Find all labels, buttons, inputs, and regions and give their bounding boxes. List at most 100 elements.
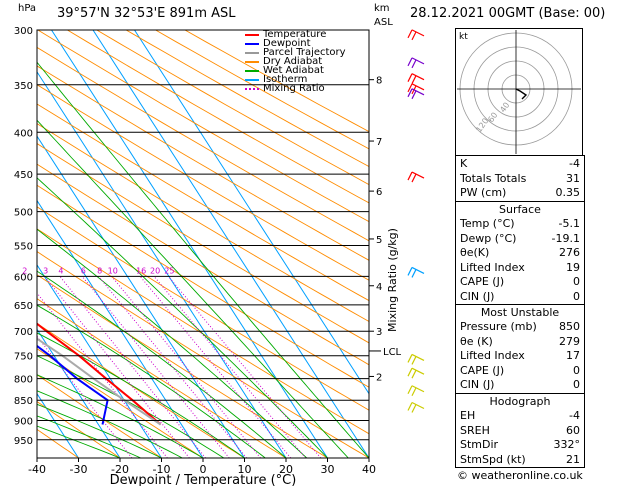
km-tick-label: 2 xyxy=(376,372,382,383)
hodograph-unit-label: kt xyxy=(459,32,468,42)
pressure-tick-label: 650 xyxy=(14,301,33,312)
isotherm-line xyxy=(37,70,287,458)
row-value: 276 xyxy=(559,246,580,260)
legend-label: Parcel Trajectory xyxy=(263,47,346,58)
x-tick-label: 40 xyxy=(362,463,376,476)
table-row: StmSpd (kt) 21 xyxy=(458,453,582,468)
pressure-tick-label: 500 xyxy=(14,208,33,219)
table-row: θe(K) 276 xyxy=(458,246,582,261)
legend-swatch xyxy=(245,52,259,54)
table-row: θe (K) 279 xyxy=(458,335,582,350)
dry-adiabat-line xyxy=(37,206,369,411)
dry-adiabat-line xyxy=(37,46,369,242)
isotherm-line xyxy=(37,199,204,458)
dry-adiabat-line xyxy=(37,348,204,458)
hpa-axis-label: hPa xyxy=(18,3,37,14)
legend-swatch xyxy=(245,43,259,45)
x-tick-label: -40 xyxy=(28,463,46,476)
x-tick-label: 30 xyxy=(321,463,335,476)
pressure-tick-label: 900 xyxy=(14,417,33,428)
wind-barb-flag xyxy=(407,367,413,377)
pressure-tick-label: 300 xyxy=(14,26,33,37)
row-label: EH xyxy=(460,409,476,423)
pressure-tick-label: 750 xyxy=(14,352,33,363)
legend-label: Temperature xyxy=(263,29,327,40)
pressure-tick-label: 350 xyxy=(14,81,33,92)
wind-barb-flag xyxy=(407,267,413,276)
row-value: 0 xyxy=(573,275,580,289)
row-value: 332° xyxy=(553,438,581,452)
wet-adiabat-line xyxy=(37,374,204,458)
wet-adiabat-line xyxy=(37,403,162,458)
x-tick-label: -10 xyxy=(153,463,171,476)
row-value: 0.35 xyxy=(555,186,581,200)
mixing-ratio-line xyxy=(111,276,261,458)
legend-label: Isotherm xyxy=(263,74,308,85)
row-label: Pressure (mb) xyxy=(460,320,537,334)
row-value: 279 xyxy=(559,334,580,348)
wet-adiabat-line xyxy=(37,355,225,458)
legend-swatch xyxy=(245,79,259,81)
table-row: K -4 xyxy=(458,157,582,172)
row-value: 0 xyxy=(573,363,580,377)
table-row: Totals Totals 31 xyxy=(458,172,582,187)
hodograph-table-title: Hodograph xyxy=(489,395,551,408)
lcl-label: LCL xyxy=(383,347,402,358)
table-row: SREH 60 xyxy=(458,424,582,439)
table-row: Pressure (mb) 850 xyxy=(458,320,582,335)
wind-barb-icon xyxy=(411,29,425,37)
pressure-tick-label: 800 xyxy=(14,375,33,386)
table-row: Dewp (°C) -19.1 xyxy=(458,232,582,247)
dry-adiabat-line xyxy=(37,228,369,435)
dry-adiabat-line xyxy=(125,30,369,168)
mixing-ratio-line xyxy=(139,276,292,458)
mixing-ratio-label: 6 xyxy=(81,266,86,275)
wind-barb-icon xyxy=(411,73,425,81)
dry-adiabat-line xyxy=(37,84,369,281)
wet-adiabat-line xyxy=(37,390,183,458)
row-label: Lifted Index xyxy=(460,260,525,274)
row-value: 850 xyxy=(559,320,580,334)
row-value: 31 xyxy=(566,171,580,185)
x-tick-label: 0 xyxy=(200,463,207,476)
row-label: Totals Totals xyxy=(460,171,527,185)
datetime-title: 28.12.2021 00GMT (Base: 00) xyxy=(410,6,606,21)
wind-barb-flag xyxy=(407,83,413,93)
dry-adiabat-line xyxy=(37,103,369,302)
dry-adiabat-line xyxy=(37,30,369,223)
legend-label: Dry Adiabat xyxy=(263,56,323,67)
dry-adiabat-line xyxy=(67,30,369,204)
legend-swatch xyxy=(245,61,259,63)
row-label: CIN (J) xyxy=(460,378,495,392)
dry-adiabat-line xyxy=(37,184,369,388)
wind-barb-flag xyxy=(411,75,417,84)
isotherm-line xyxy=(37,392,79,458)
dry-adiabat-line xyxy=(37,374,162,458)
pressure-tick-label: 700 xyxy=(14,327,33,338)
unstable-title: Most Unstable xyxy=(480,306,560,319)
mixing-ratio-label: 8 xyxy=(97,266,102,275)
legend-label: Dewpoint xyxy=(263,38,311,49)
table-row: CAPE (J) 0 xyxy=(458,275,582,290)
pressure-tick-label: 450 xyxy=(14,170,33,181)
row-value: -4 xyxy=(569,157,580,171)
wind-barb-flag xyxy=(407,73,413,82)
wind-barb-flag xyxy=(411,356,417,365)
row-label: Lifted Index xyxy=(460,349,525,363)
wind-barb-flag xyxy=(407,402,413,411)
km-axis-label: km xyxy=(374,3,390,14)
table-row: Lifted Index 19 xyxy=(458,261,582,276)
row-value: -5.1 xyxy=(558,217,580,231)
row-label: StmDir xyxy=(460,438,499,452)
wind-barb-flag xyxy=(411,173,417,183)
dry-adiabat-line xyxy=(37,65,369,261)
pressure-tick-label: 600 xyxy=(14,272,33,283)
right-axis-title: Mixing Ratio (g/kg) xyxy=(386,228,399,332)
dry-adiabat-line xyxy=(37,401,121,458)
hodograph-frame xyxy=(455,28,583,156)
table-row: CAPE (J) 0 xyxy=(458,364,582,379)
surface-title: Surface xyxy=(499,203,541,216)
mixing-ratio-label: 2 xyxy=(22,266,27,275)
row-label: K xyxy=(460,157,468,171)
isotherm-line xyxy=(51,30,328,458)
